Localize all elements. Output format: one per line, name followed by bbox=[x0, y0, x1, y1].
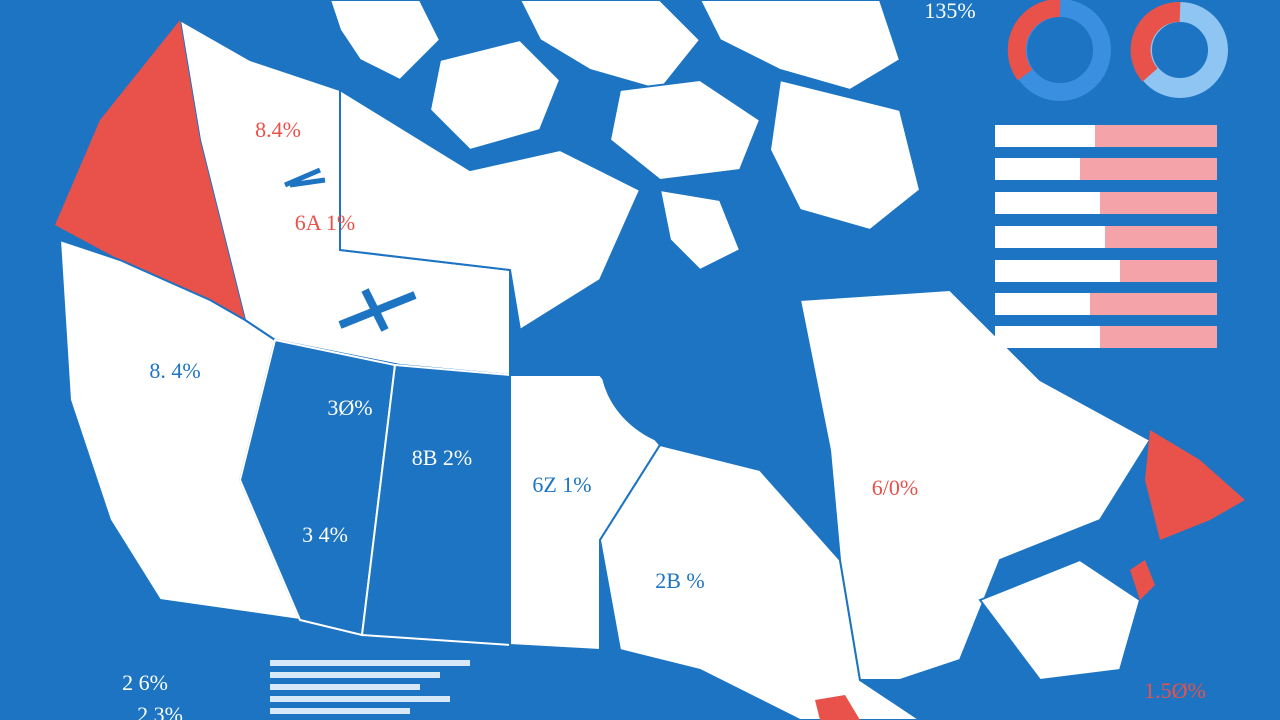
maritimes bbox=[978, 558, 1142, 682]
region-value: 6/0% bbox=[872, 475, 918, 500]
nunavut-mainland bbox=[339, 88, 642, 332]
bottom-bars bbox=[270, 660, 470, 714]
plane-icon bbox=[284, 167, 326, 188]
quebec bbox=[798, 288, 1152, 681]
header-stat: 135% bbox=[924, 0, 975, 23]
footer-stat: 2 3% bbox=[137, 702, 183, 720]
hudson-bay bbox=[600, 270, 800, 450]
donut-charts bbox=[1007, 0, 1228, 101]
region-value: 3 4% bbox=[302, 522, 348, 547]
ontario-south bbox=[815, 695, 860, 720]
ontario bbox=[598, 443, 922, 720]
footer-stat: 2 6% bbox=[122, 670, 168, 695]
region-value: 8. 4% bbox=[149, 358, 200, 383]
region-value: 8B 2% bbox=[412, 445, 473, 470]
region-value: 1.5Ø% bbox=[1144, 678, 1206, 703]
region-value: 6A 1% bbox=[295, 210, 356, 235]
yukon bbox=[55, 20, 245, 320]
arctic-islands bbox=[328, 0, 922, 272]
bar-panel bbox=[995, 125, 1217, 348]
newfoundland bbox=[1145, 430, 1245, 540]
region-value: 2B % bbox=[655, 568, 705, 593]
region-value: 8.4% bbox=[255, 117, 301, 142]
region-value: 6Z 1% bbox=[532, 472, 591, 497]
pei bbox=[1130, 560, 1155, 600]
region-value: 3Ø% bbox=[327, 395, 372, 420]
alberta bbox=[238, 338, 397, 637]
plane-icon bbox=[338, 288, 417, 332]
